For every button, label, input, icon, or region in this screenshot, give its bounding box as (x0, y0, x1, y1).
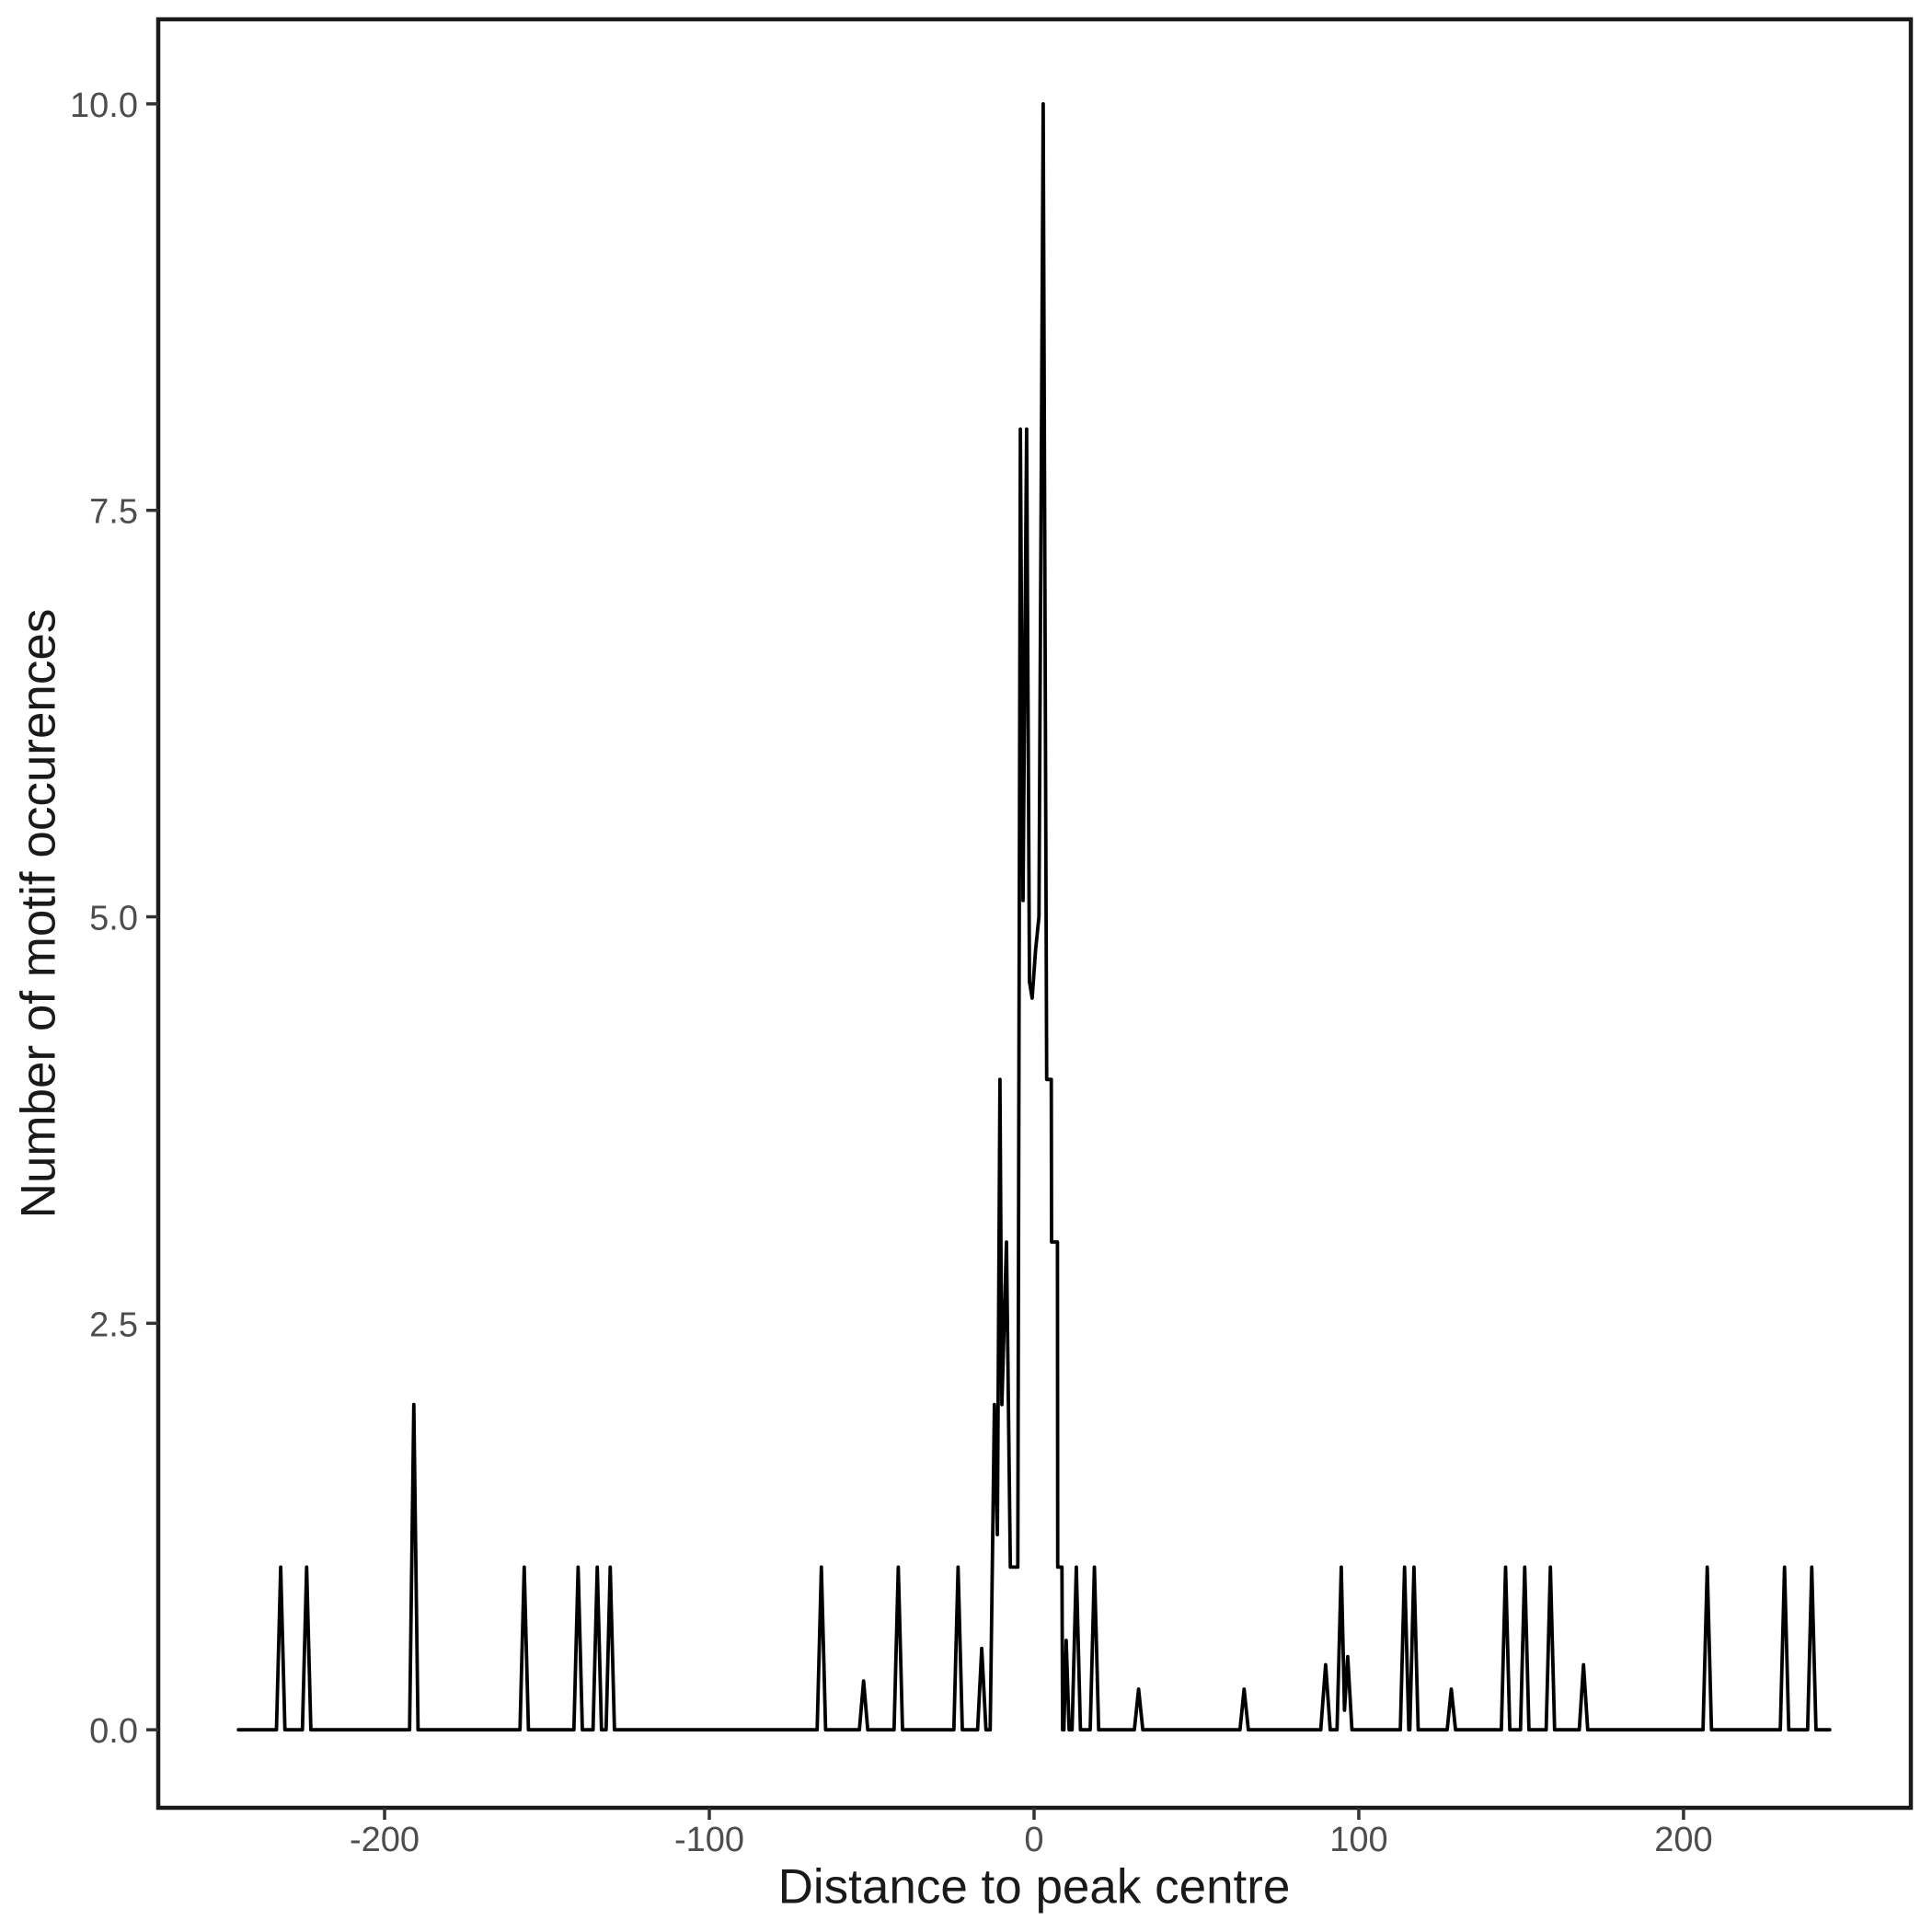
y-tick-label: 2.5 (89, 1305, 138, 1344)
plot-panel-border (155, 17, 1914, 1811)
y-axis-title: Number of motif occurences (11, 608, 66, 1219)
data-line (236, 102, 1832, 1732)
y-tick-label: 10.0 (70, 86, 138, 125)
x-axis-title: Distance to peak centre (777, 1859, 1291, 1915)
x-tick-label: 200 (1654, 1821, 1712, 1859)
y-tick-label: 5.0 (89, 900, 138, 938)
x-tick-label: 100 (1329, 1821, 1387, 1859)
y-tick-label: 7.5 (89, 493, 138, 532)
x-tick-label: -200 (350, 1821, 420, 1859)
y-tick-label: 0.0 (89, 1712, 138, 1751)
x-tick-label: -100 (674, 1821, 744, 1859)
x-tick-label: 0 (1024, 1821, 1043, 1859)
